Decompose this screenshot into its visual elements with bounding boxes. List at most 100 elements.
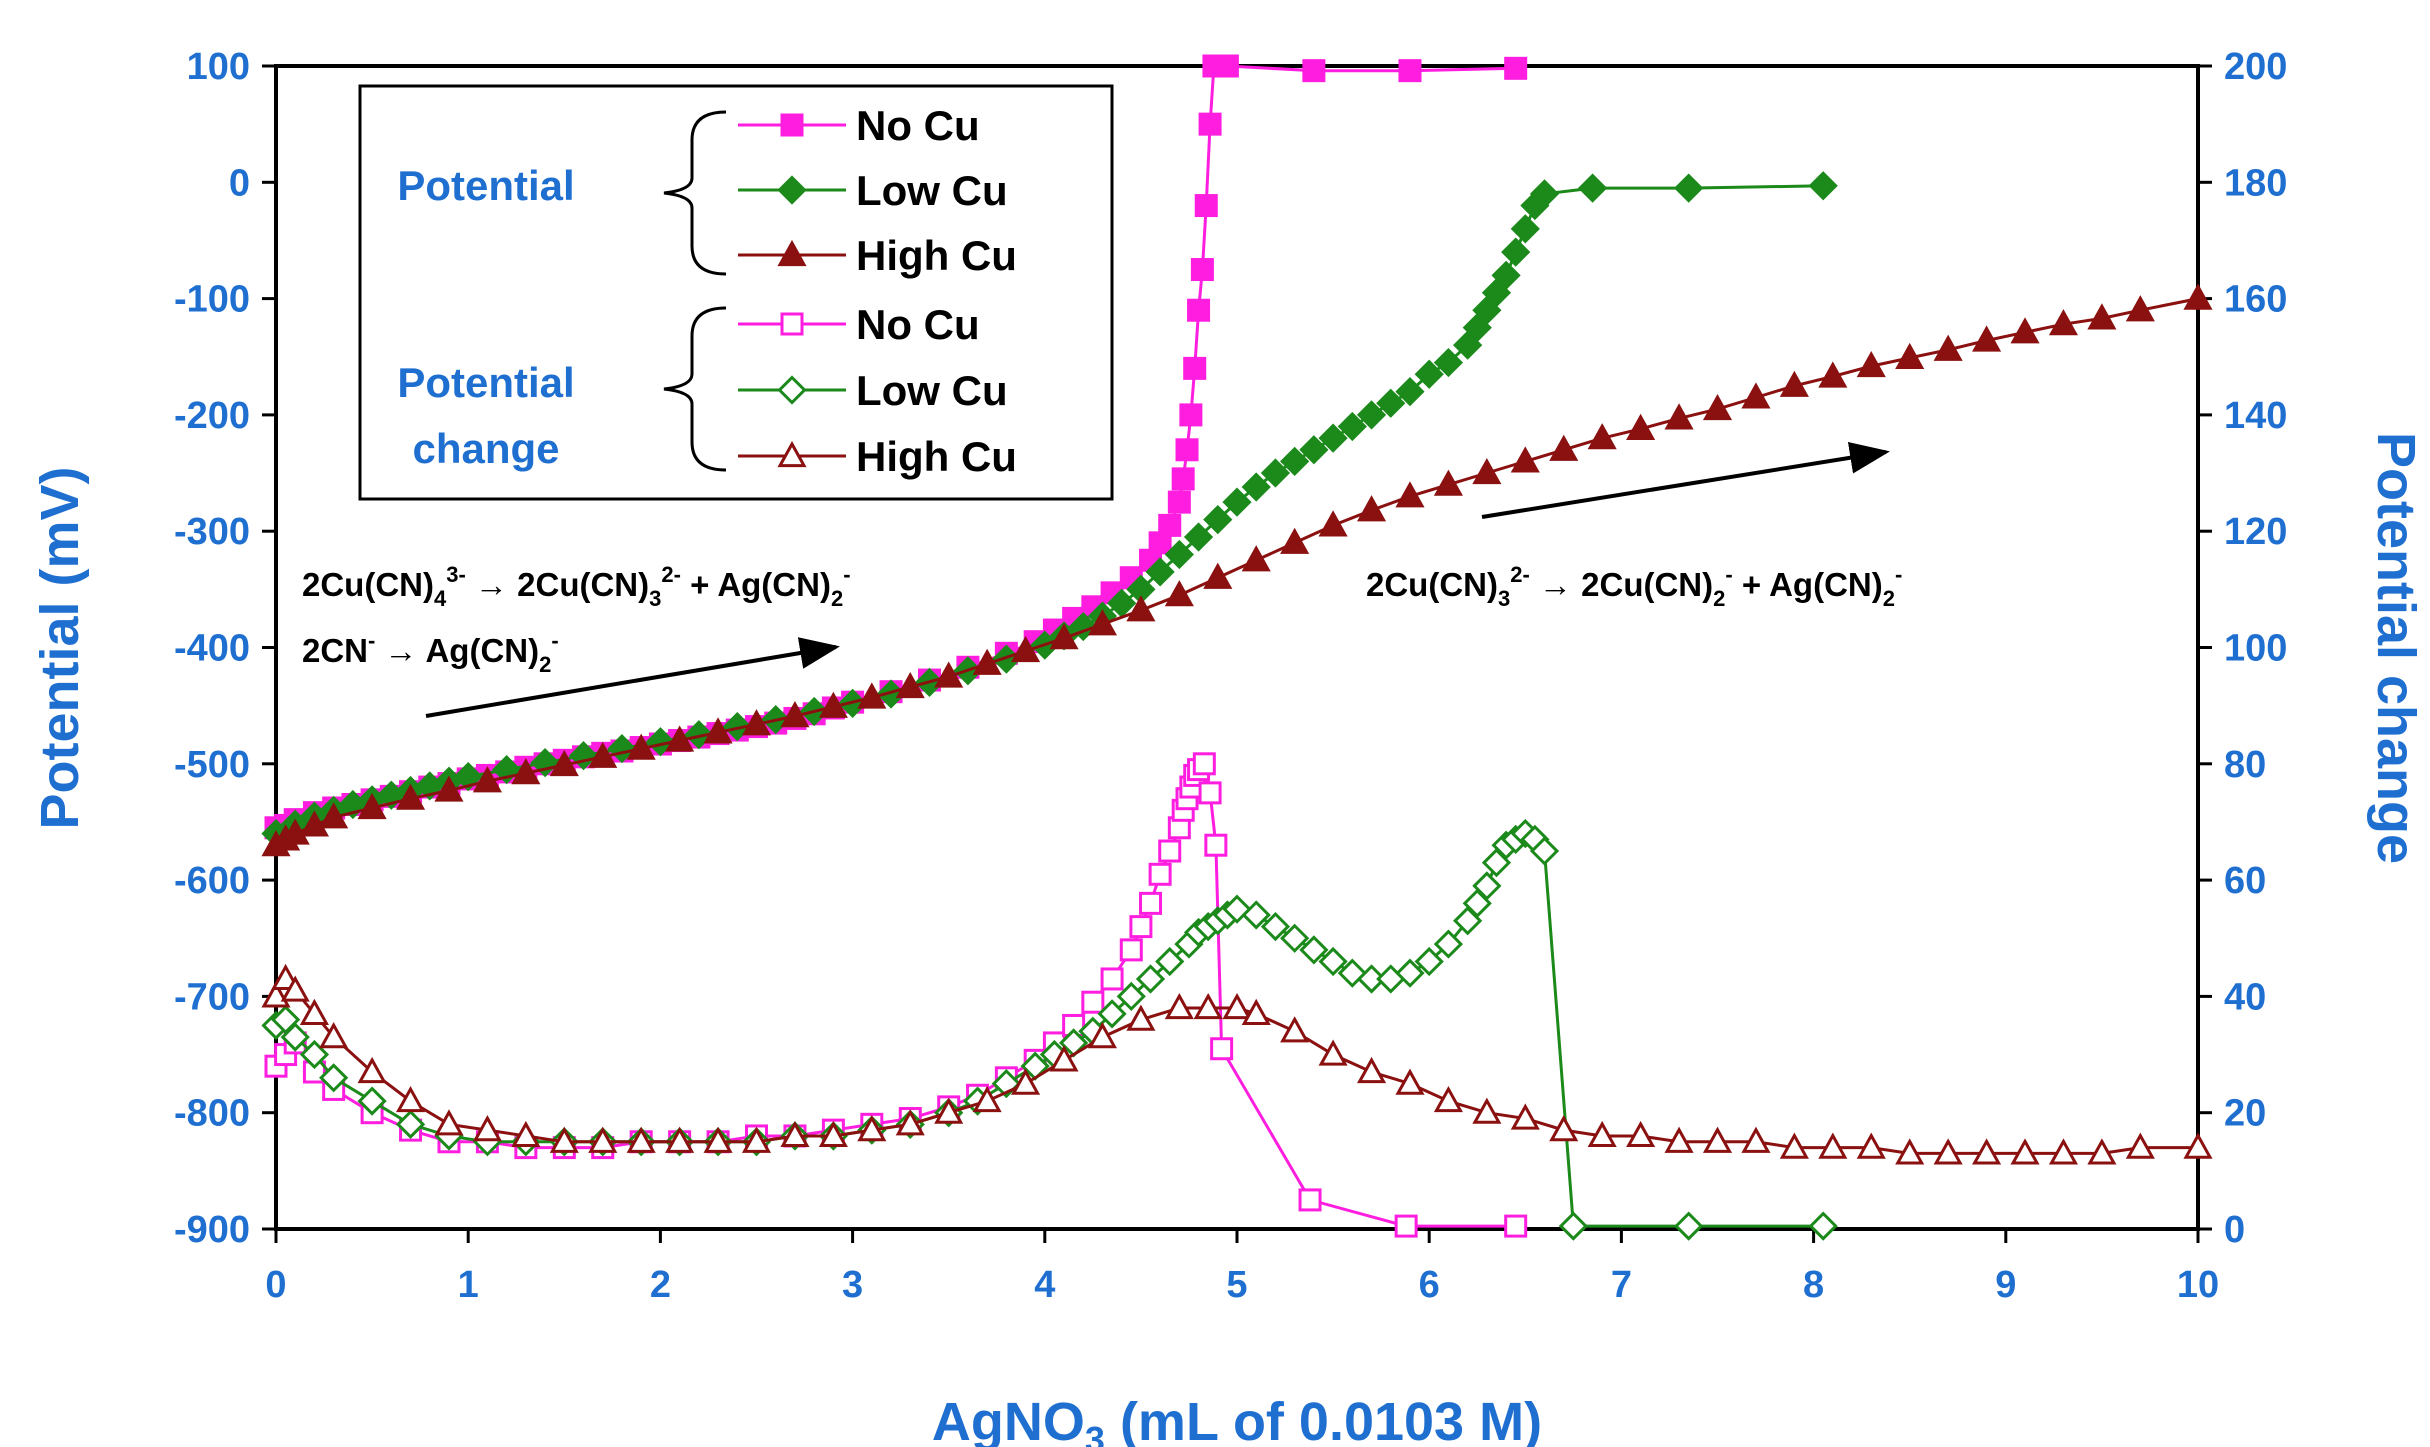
data-point bbox=[1510, 1103, 1540, 1130]
data-point bbox=[319, 1063, 349, 1093]
legend-marker bbox=[780, 312, 804, 336]
legend-group-change-line2: change bbox=[412, 425, 559, 472]
y-right-tick-label: 180 bbox=[2224, 162, 2287, 204]
data-point bbox=[1895, 1138, 1925, 1165]
data-point bbox=[1472, 1097, 1502, 1124]
data-point bbox=[1587, 423, 1617, 450]
y-right-tick-label: 200 bbox=[2224, 46, 2287, 88]
data-point bbox=[1302, 59, 1326, 83]
data-point bbox=[1856, 1132, 1886, 1159]
data-point bbox=[511, 758, 541, 785]
data-point bbox=[280, 975, 310, 1002]
data-point bbox=[1164, 992, 1194, 1020]
data-point bbox=[1626, 413, 1656, 440]
data-point bbox=[1558, 1211, 1588, 1241]
data-point bbox=[1148, 862, 1172, 886]
data-point bbox=[1779, 370, 1809, 397]
x-tick-label: 1 bbox=[458, 1264, 479, 1306]
data-point bbox=[511, 1120, 541, 1148]
data-point bbox=[626, 1126, 656, 1153]
data-point bbox=[1187, 298, 1211, 322]
data-point bbox=[703, 1126, 733, 1153]
y-left-tick-label: -800 bbox=[174, 1093, 250, 1135]
legend-label: No Cu bbox=[856, 301, 980, 348]
data-point bbox=[1193, 992, 1223, 1020]
data-point bbox=[1808, 171, 1838, 201]
legend-marker bbox=[777, 440, 807, 468]
data-point bbox=[299, 1039, 330, 1070]
data-point bbox=[741, 1126, 772, 1153]
data-point bbox=[1280, 527, 1310, 554]
data-point bbox=[1356, 1056, 1387, 1084]
data-point bbox=[1674, 1211, 1704, 1241]
data-point bbox=[549, 749, 579, 777]
series-layer bbox=[261, 54, 2213, 1241]
y-left-tick-label: -600 bbox=[174, 860, 250, 902]
data-point bbox=[1356, 495, 1387, 522]
data-point bbox=[2183, 1132, 2213, 1159]
data-point bbox=[472, 766, 502, 793]
data-point bbox=[1674, 173, 1704, 203]
data-point bbox=[1741, 382, 1771, 409]
annotation-eq1: 2Cu(CN)43- → 2Cu(CN)32- + Ag(CN)2- bbox=[302, 562, 851, 611]
data-point bbox=[1135, 964, 1166, 994]
data-point bbox=[1414, 359, 1444, 389]
data-point bbox=[1587, 1120, 1617, 1148]
data-point bbox=[1972, 1138, 2002, 1165]
data-point bbox=[2125, 295, 2155, 322]
data-point bbox=[1145, 557, 1175, 587]
x-tick-label: 8 bbox=[1803, 1264, 1824, 1306]
y-left-tick-label: 0 bbox=[229, 162, 250, 204]
data-point bbox=[472, 1115, 502, 1142]
legend-marker bbox=[780, 113, 804, 137]
y-left-tick-label: -700 bbox=[174, 976, 250, 1018]
data-point bbox=[1414, 946, 1444, 977]
data-point bbox=[1510, 214, 1540, 244]
data-point bbox=[319, 802, 349, 829]
x-axis-title: AgNO3 (mL of 0.0103 M) bbox=[932, 1392, 1542, 1447]
annotation-eq3: 2Cu(CN)32- → 2Cu(CN)2- + Ag(CN)2- bbox=[1366, 562, 1902, 611]
data-point bbox=[1155, 946, 1185, 977]
data-point bbox=[1529, 179, 1560, 209]
y-right-tick-label: 140 bbox=[2224, 395, 2287, 437]
data-point bbox=[1097, 999, 1127, 1029]
x-tick-label: 4 bbox=[1034, 1264, 1055, 1306]
data-point bbox=[2010, 1138, 2040, 1165]
legend-marker bbox=[777, 375, 807, 405]
data-point bbox=[1856, 350, 1886, 378]
data-point bbox=[395, 1085, 426, 1113]
data-point bbox=[1501, 237, 1531, 267]
data-point bbox=[1081, 990, 1105, 1014]
y-left-tick-label: -400 bbox=[174, 628, 250, 670]
x-tick-label: 6 bbox=[1419, 1264, 1440, 1306]
data-point bbox=[1395, 958, 1425, 988]
legend-label: Low Cu bbox=[856, 367, 1008, 414]
data-point bbox=[1808, 1211, 1838, 1241]
data-point bbox=[2048, 309, 2079, 336]
data-point bbox=[1204, 833, 1228, 857]
data-point bbox=[1190, 258, 1214, 282]
data-point bbox=[1741, 1126, 1771, 1153]
data-point bbox=[1318, 946, 1348, 977]
data-point bbox=[1394, 1214, 1418, 1238]
data-point bbox=[588, 741, 618, 768]
data-point bbox=[1933, 334, 1963, 361]
data-point bbox=[780, 1120, 810, 1148]
data-point bbox=[1100, 967, 1124, 991]
data-point bbox=[1664, 1126, 1694, 1153]
y-left-tick-label: -300 bbox=[174, 511, 250, 553]
data-point bbox=[357, 792, 387, 820]
data-point bbox=[319, 1022, 349, 1049]
data-point bbox=[1702, 1126, 1733, 1153]
data-point bbox=[703, 717, 733, 744]
data-point bbox=[1260, 911, 1291, 942]
data-point bbox=[1119, 938, 1143, 962]
y-right-tick-label: 160 bbox=[2224, 279, 2287, 321]
legend-label: High Cu bbox=[856, 433, 1017, 480]
data-point bbox=[1179, 403, 1203, 427]
y-left-tick-label: -500 bbox=[174, 744, 250, 786]
data-point bbox=[1491, 260, 1521, 290]
data-point bbox=[1049, 1045, 1079, 1072]
data-point bbox=[1433, 1085, 1463, 1113]
data-point bbox=[857, 682, 887, 709]
